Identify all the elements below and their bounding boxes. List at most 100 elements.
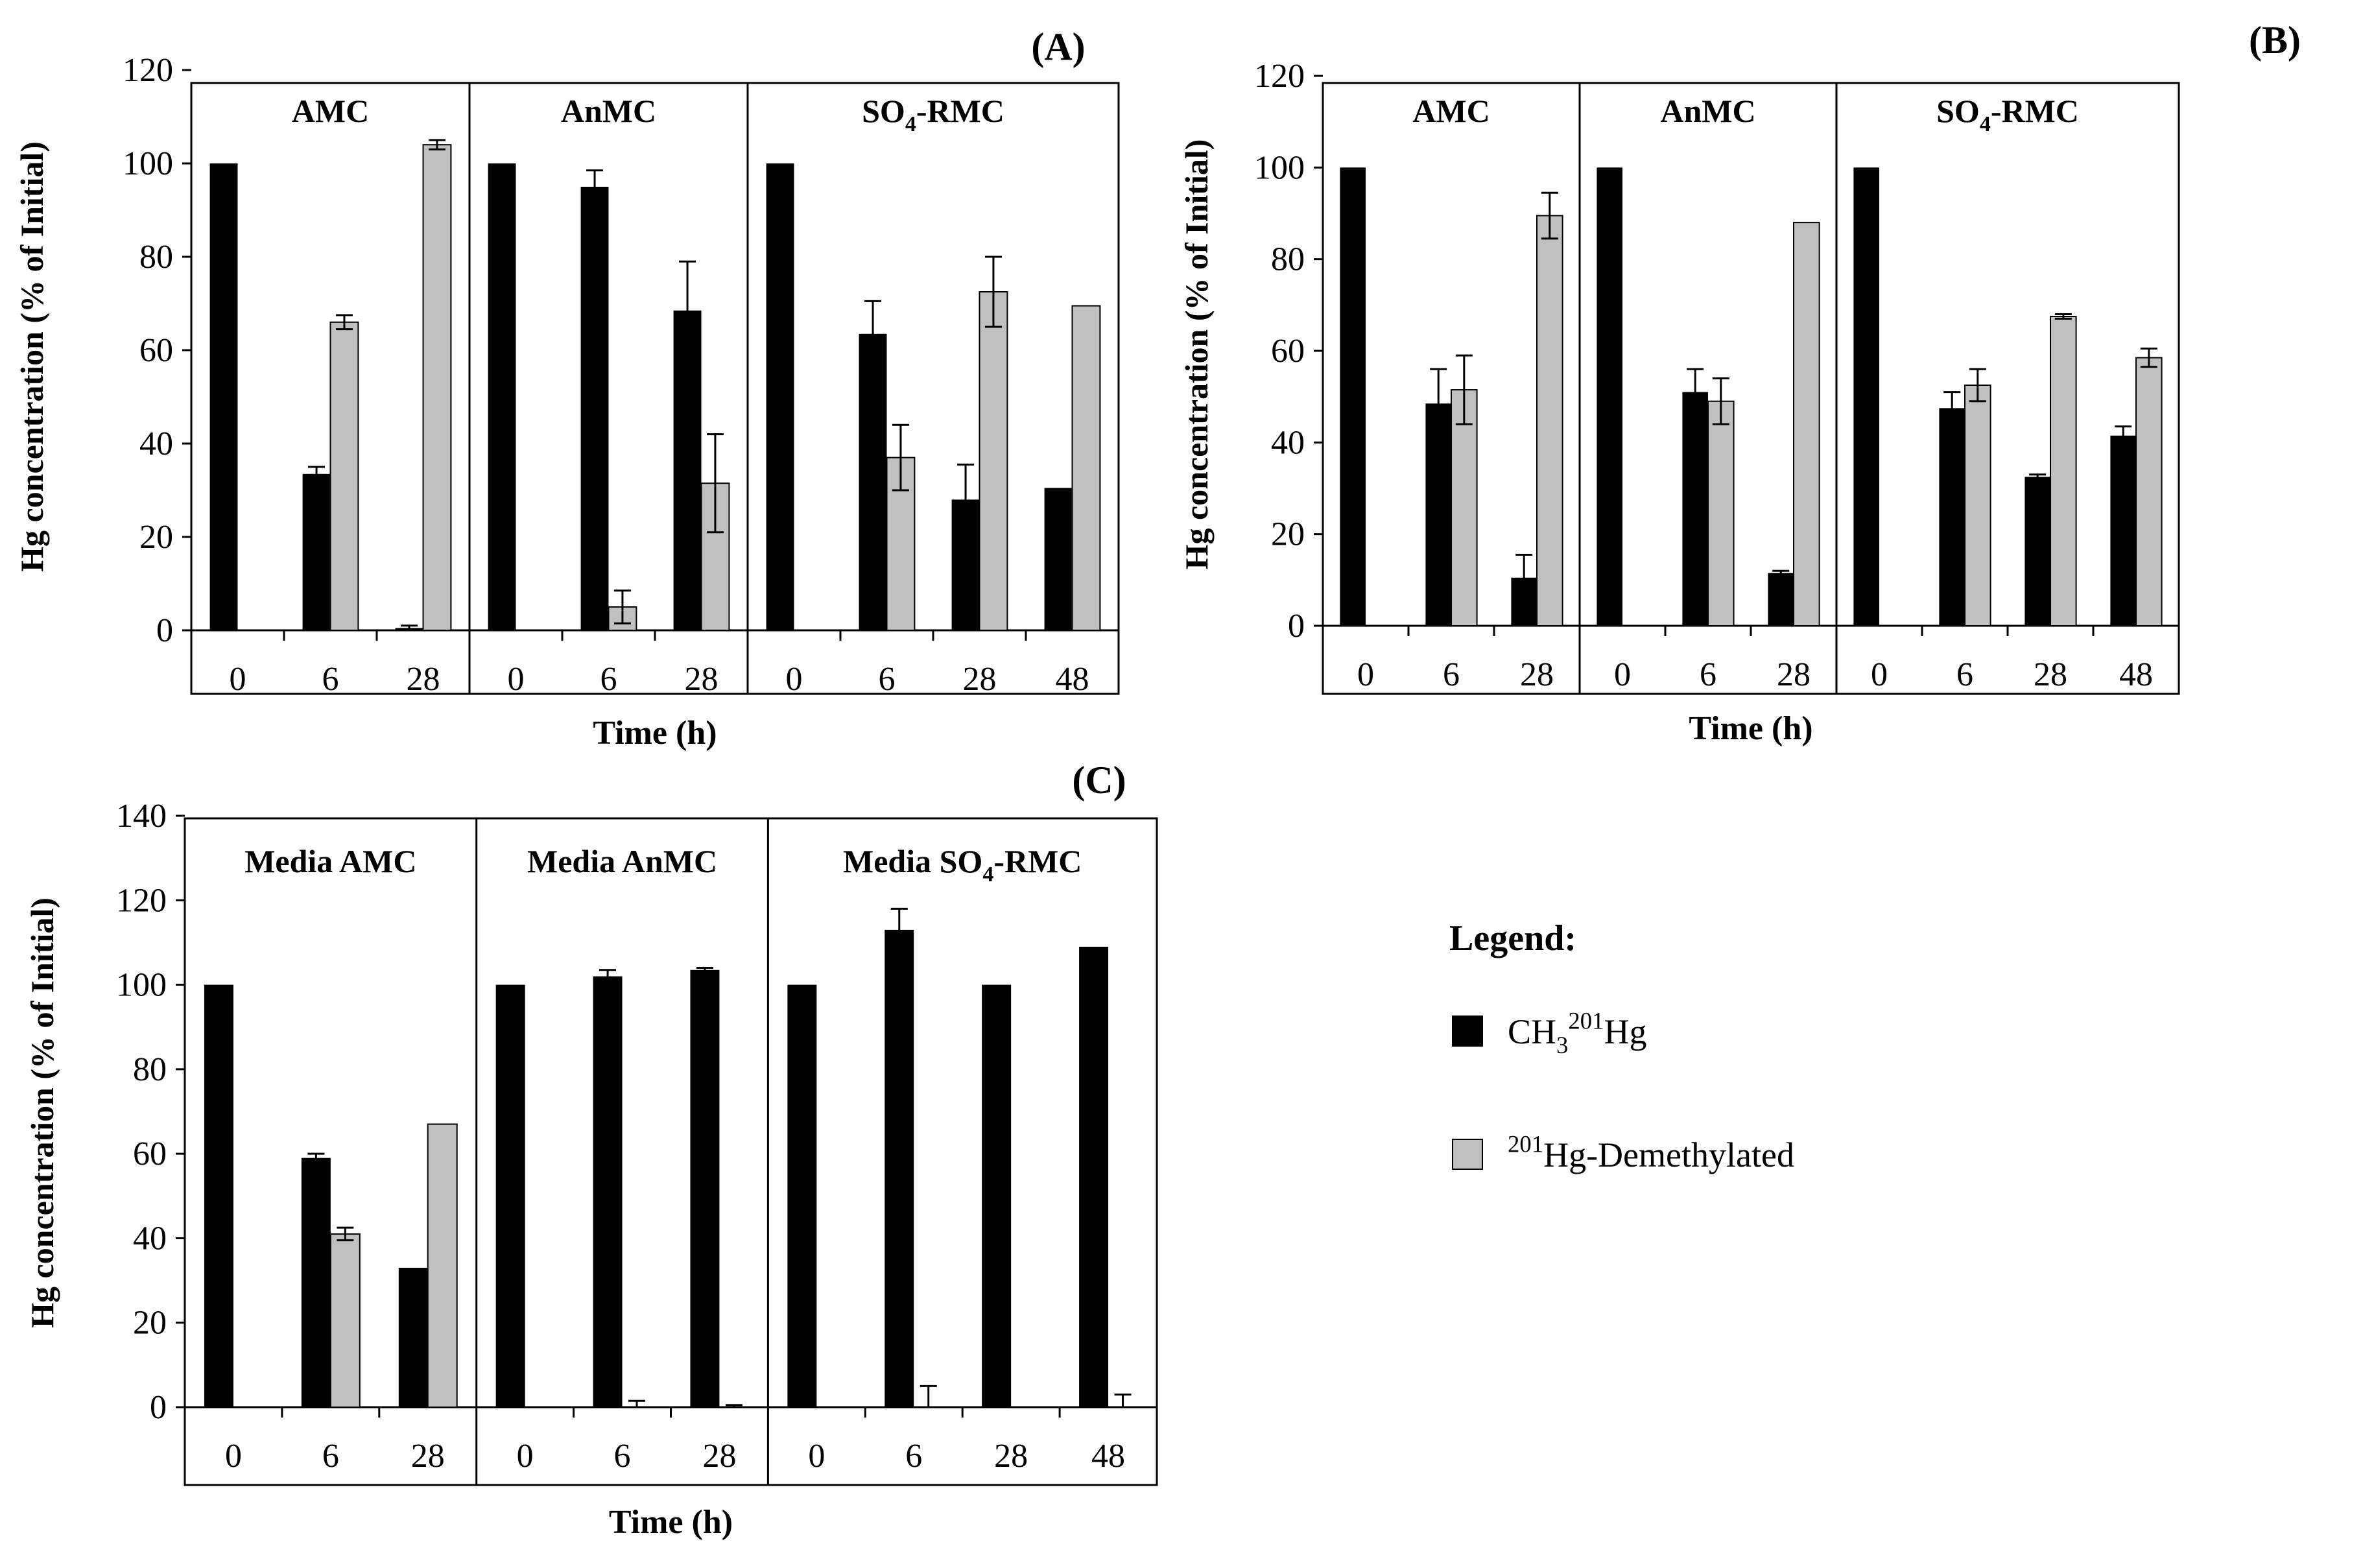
panel-title: (A) <box>1031 25 1085 68</box>
bar-ch3-201hg <box>1425 403 1451 626</box>
bar-ch3-201hg <box>593 976 623 1407</box>
legend-label: CH3201Hg <box>1508 1007 1646 1058</box>
category-label: 48 <box>2119 656 2153 693</box>
category-label: 28 <box>1777 656 1811 693</box>
category-label: 28 <box>1520 656 1554 693</box>
x-axis-title: Time (h) <box>609 1504 733 1541</box>
bar-ch3-201hg <box>690 969 720 1407</box>
bar-201hg-demethylated <box>1536 215 1563 626</box>
bar-201hg-demethylated <box>2050 316 2077 626</box>
bar-ch3-201hg <box>1768 573 1794 626</box>
category-label: 0 <box>1614 656 1631 693</box>
legend-swatch-201hg-demethylated <box>1452 1139 1483 1170</box>
y-tick-label: 140 <box>116 798 167 835</box>
category-label: 28 <box>702 1438 736 1475</box>
category-label: 6 <box>322 661 339 698</box>
y-tick-label: 20 <box>139 519 173 556</box>
bar-ch3-201hg <box>301 1158 331 1407</box>
category-label: 0 <box>1357 656 1374 693</box>
chart-panel-a: 0 20 40 60 80 100 120 AMC 0 6 28 AnMC 0 6 28 SO4-RMC 0 6 2… <box>14 25 1120 752</box>
bar-ch3-201hg <box>302 473 331 630</box>
bar-201hg-demethylated <box>1707 400 1735 626</box>
y-tick-label: 60 <box>1271 333 1305 370</box>
bar-201hg-demethylated <box>2135 357 2163 626</box>
legend-title: Legend: <box>1449 918 1576 958</box>
category-label: 28 <box>994 1438 1028 1475</box>
category-label: 28 <box>411 1438 445 1475</box>
y-tick-label: 40 <box>139 425 173 462</box>
bar-ch3-201hg <box>1853 167 1879 626</box>
bar-201hg-demethylated <box>427 1123 458 1408</box>
group-label: SO4-RMC <box>862 93 1004 136</box>
group-label: Media AnMC <box>527 843 717 879</box>
category-label: 6 <box>905 1438 922 1475</box>
bar-ch3-201hg <box>495 984 525 1407</box>
category-label: 0 <box>786 661 803 698</box>
bar-201hg-demethylated <box>329 321 359 631</box>
category-label: 0 <box>508 661 525 698</box>
panel-title: (C) <box>1072 759 1126 802</box>
bar-ch3-201hg <box>1682 392 1708 626</box>
y-tick-label: 0 <box>1288 608 1305 645</box>
category-label: 6 <box>879 661 896 698</box>
bar-ch3-201hg <box>1079 946 1109 1407</box>
group-label: Media AMC <box>244 843 416 879</box>
category-label: 28 <box>685 661 718 698</box>
bar-ch3-201hg <box>488 163 516 630</box>
y-tick-label: 100 <box>116 967 167 1004</box>
y-axis-title: Hg concentration (% of Initial) <box>1178 139 1215 570</box>
y-axis-title: Hg concentration (% of Initial) <box>14 141 50 572</box>
category-label: 0 <box>1871 656 1888 693</box>
y-tick-label: 100 <box>123 145 173 182</box>
y-tick-label: 60 <box>139 332 173 369</box>
y-tick-label: 120 <box>123 52 173 89</box>
category-label: 6 <box>614 1438 631 1475</box>
category-label: 6 <box>1443 656 1460 693</box>
panel-frame <box>1322 82 2180 695</box>
legend-swatch-ch3-201hg <box>1452 1016 1483 1047</box>
y-tick-label: 100 <box>1254 149 1305 186</box>
bar-ch3-201hg <box>2025 477 2050 626</box>
x-axis-title: Time (h) <box>593 715 717 752</box>
group-label: AMC <box>1412 93 1490 129</box>
y-tick-label: 120 <box>116 882 167 919</box>
bar-ch3-201hg <box>1340 167 1366 626</box>
group-label: SO4-RMC <box>1936 93 2079 136</box>
y-tick-label: 80 <box>133 1051 167 1088</box>
category-label: 0 <box>225 1438 242 1475</box>
bar-ch3-201hg <box>1044 488 1073 630</box>
bar-201hg-demethylated <box>422 144 452 631</box>
category-label: 6 <box>322 1438 339 1475</box>
category-label: 6 <box>1700 656 1716 693</box>
x-axis-title: Time (h) <box>1689 710 1812 747</box>
y-axis-title: Hg concentration (% of Initial) <box>24 897 60 1328</box>
group-label: AnMC <box>1660 93 1755 129</box>
category-label: 0 <box>808 1438 825 1475</box>
category-label: 6 <box>1956 656 1973 693</box>
category-label: 0 <box>230 661 246 698</box>
y-tick-label: 120 <box>1254 58 1305 95</box>
bar-201hg-demethylated <box>1964 385 1991 626</box>
bar-ch3-201hg <box>885 929 914 1407</box>
category-label: 28 <box>963 661 997 698</box>
group-label: AMC <box>292 93 369 129</box>
legend-label: 201Hg-Demethylated <box>1508 1130 1794 1174</box>
bar-ch3-201hg <box>398 1268 428 1407</box>
bar-201hg-demethylated <box>329 1233 361 1408</box>
bar-ch3-201hg <box>673 310 702 630</box>
bar-ch3-201hg <box>1939 408 1965 626</box>
category-label: 28 <box>407 661 440 698</box>
y-tick-label: 0 <box>150 1389 167 1426</box>
y-tick-label: 80 <box>1271 241 1305 278</box>
category-label: 6 <box>600 661 617 698</box>
bar-ch3-201hg <box>859 333 887 630</box>
bar-ch3-201hg <box>580 187 609 630</box>
bar-ch3-201hg <box>209 163 238 630</box>
bar-ch3-201hg <box>787 984 817 1407</box>
chart-panel-b: 0 20 40 60 80 100 120 AMC 0 6 28 AnMC 0 6 28 SO4-RMC 0 6 2… <box>1178 19 2301 747</box>
bar-ch3-201hg <box>982 984 1012 1407</box>
panel-frame <box>184 817 1158 1486</box>
legend: Legend: CH3201Hg 201Hg-Demethylated <box>1449 918 1794 1174</box>
bar-201hg-demethylated <box>979 291 1008 631</box>
